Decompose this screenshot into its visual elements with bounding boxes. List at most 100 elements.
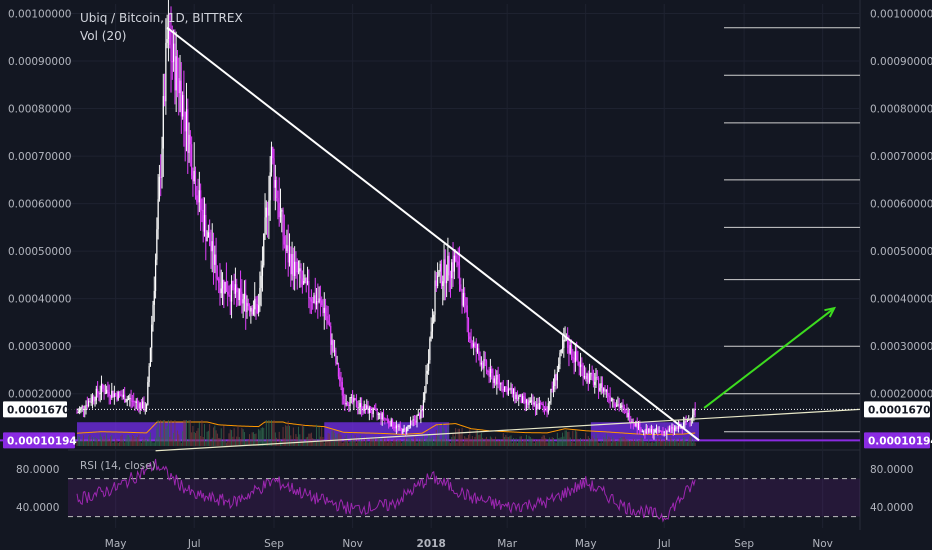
candle bbox=[228, 285, 230, 297]
volume-bar bbox=[486, 436, 488, 446]
candle bbox=[232, 280, 234, 291]
volume-bar bbox=[146, 439, 148, 446]
candle bbox=[474, 341, 476, 349]
volume-bar bbox=[492, 438, 494, 446]
rsi-panel bbox=[68, 458, 860, 523]
volume-bar bbox=[107, 438, 109, 446]
volume-bar bbox=[630, 440, 632, 446]
candle bbox=[160, 154, 162, 197]
candle bbox=[212, 232, 215, 285]
candle bbox=[429, 336, 431, 364]
right-price-tick: 0.00090000 bbox=[870, 56, 932, 68]
volume-bar bbox=[452, 433, 454, 446]
volume-bar bbox=[169, 436, 171, 446]
volume-bar bbox=[586, 440, 588, 446]
volume-bar bbox=[439, 439, 441, 446]
candle bbox=[561, 335, 564, 354]
candle bbox=[328, 314, 331, 327]
candle bbox=[196, 185, 198, 205]
volume-bar bbox=[323, 442, 325, 446]
candle bbox=[406, 426, 408, 435]
volume-bar bbox=[519, 436, 521, 446]
volume-bar bbox=[537, 439, 539, 446]
volume-bar bbox=[540, 439, 542, 446]
candle bbox=[541, 402, 543, 406]
left-price-tick: 0.00100000 bbox=[8, 9, 71, 21]
candle bbox=[112, 390, 114, 398]
descending-trendline bbox=[166, 26, 700, 442]
volume-bar bbox=[573, 442, 575, 446]
candle bbox=[418, 412, 421, 420]
candle bbox=[78, 406, 81, 415]
candle bbox=[224, 281, 226, 294]
volume-bar bbox=[444, 438, 446, 446]
volume-bar bbox=[348, 442, 350, 446]
candle bbox=[85, 400, 87, 415]
volume-bar bbox=[316, 424, 318, 446]
axes: 0.00100000 0.00100000 0.00090000 0.00090000… bbox=[3, 9, 932, 550]
volume-bar bbox=[556, 432, 558, 446]
candle bbox=[673, 425, 676, 435]
volume-bar bbox=[627, 439, 629, 446]
candle bbox=[402, 428, 404, 435]
volume-bar bbox=[384, 441, 386, 446]
volume-bar bbox=[464, 436, 466, 446]
candle bbox=[200, 183, 202, 231]
candle bbox=[625, 408, 627, 414]
volume-bar bbox=[219, 437, 221, 446]
candle bbox=[416, 414, 418, 428]
candle bbox=[613, 398, 615, 408]
candle bbox=[125, 398, 127, 403]
candle bbox=[494, 369, 497, 386]
candle bbox=[552, 378, 555, 398]
left-price-tick: 0.00070000 bbox=[8, 151, 71, 163]
candle bbox=[545, 401, 547, 412]
time-tick: Nov bbox=[812, 538, 833, 550]
volume-bar bbox=[218, 438, 220, 446]
volume-bar bbox=[318, 426, 320, 446]
candle bbox=[127, 395, 130, 401]
candle bbox=[270, 141, 273, 177]
candle bbox=[491, 365, 493, 380]
volume-bar bbox=[618, 438, 620, 446]
candle bbox=[684, 417, 686, 429]
volume-bar bbox=[76, 441, 78, 446]
volume-bar bbox=[435, 429, 437, 446]
candle bbox=[438, 269, 440, 277]
candle bbox=[626, 403, 628, 418]
candle bbox=[82, 405, 85, 418]
candle bbox=[453, 248, 455, 280]
candle bbox=[425, 364, 427, 394]
volume-bar bbox=[135, 436, 137, 446]
candle bbox=[292, 247, 294, 290]
volume-bar bbox=[653, 442, 655, 446]
candle bbox=[149, 347, 152, 367]
candle bbox=[238, 288, 240, 306]
candle bbox=[188, 122, 190, 163]
candle bbox=[346, 401, 349, 407]
volume-bar bbox=[510, 435, 512, 446]
candle bbox=[376, 408, 378, 421]
candle bbox=[153, 276, 155, 322]
candle bbox=[507, 379, 510, 396]
volume-bar bbox=[283, 438, 285, 446]
volume-bar bbox=[394, 438, 396, 446]
candle bbox=[496, 370, 498, 395]
volume-bar bbox=[234, 439, 236, 446]
candle bbox=[512, 388, 515, 402]
volume-bar bbox=[254, 434, 256, 446]
volume-bar bbox=[389, 439, 391, 446]
volume-bar bbox=[515, 438, 517, 446]
time-tick: Nov bbox=[342, 538, 363, 550]
candle bbox=[345, 394, 347, 407]
candle bbox=[263, 233, 265, 268]
candle bbox=[203, 197, 206, 237]
candle bbox=[301, 270, 303, 294]
candle bbox=[554, 369, 556, 393]
candle bbox=[470, 328, 472, 349]
volume-bar bbox=[580, 438, 582, 446]
candle bbox=[498, 373, 501, 391]
volume-bar bbox=[143, 437, 145, 446]
volume-bar bbox=[518, 439, 520, 446]
volume-bar bbox=[240, 439, 242, 446]
